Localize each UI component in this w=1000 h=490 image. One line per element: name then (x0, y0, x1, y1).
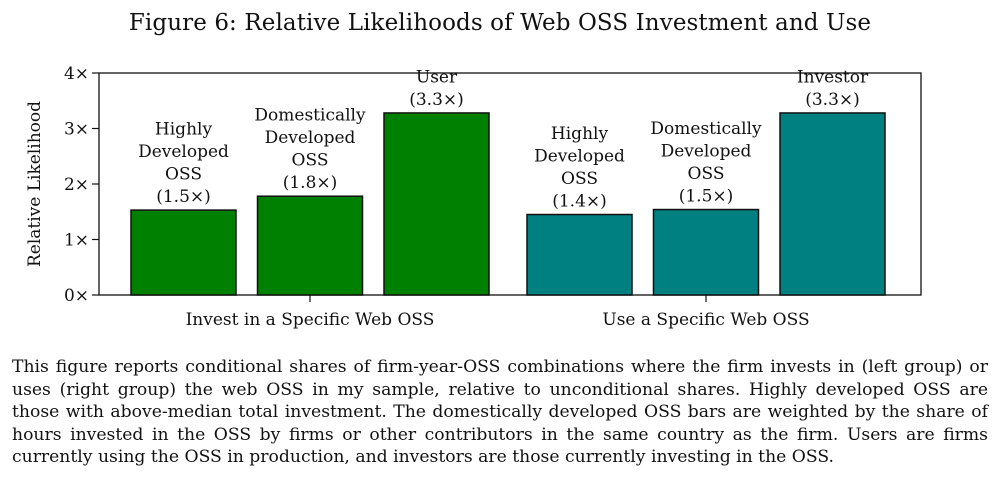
y-axis-label: Relative Likelihood (25, 101, 45, 267)
bar-label-line: (3.3×) (409, 90, 464, 110)
bar-label-line: Domestically (650, 119, 762, 139)
bar-label-line: (1.8×) (283, 173, 338, 193)
bar-label-line: Domestically (254, 106, 366, 126)
y-tick-label: 3× (64, 120, 89, 140)
bar-label-line: (1.4×) (552, 192, 607, 212)
bar-label-line: Developed (138, 142, 229, 162)
bar-label-line: Investor (797, 67, 869, 87)
bar-label-line: OSS (292, 151, 329, 171)
y-tick-label: 2× (64, 175, 89, 195)
bar (779, 112, 886, 296)
bar-label-line: (1.5×) (679, 187, 734, 207)
bar-label-line: Highly (155, 120, 213, 140)
figure-caption: This figure reports conditional shares o… (12, 357, 988, 467)
bar-label-line: (3.3×) (805, 90, 860, 110)
group-label: Invest in a Specific Web OSS (186, 310, 435, 330)
bar-label-line: Developed (661, 142, 752, 162)
bars-layer (130, 112, 886, 296)
bar (652, 208, 760, 296)
y-tick-label: 1× (64, 231, 89, 251)
y-tick-label: 0× (64, 286, 89, 306)
bar-label-line: Highly (551, 124, 609, 144)
bar (130, 209, 237, 296)
y-tick-label: 4× (64, 64, 89, 84)
figure-title: Figure 6: Relative Likelihoods of Web OS… (128, 10, 872, 36)
bar-labels-layer: HighlyDevelopedOSS(1.5×)DomesticallyDeve… (138, 67, 869, 211)
y-axis: 0× 1× 2× 3× 4× (64, 64, 99, 306)
bar-label-line: (1.5×) (156, 187, 211, 207)
x-axis: Invest in a Specific Web OSS Use a Specif… (186, 295, 810, 330)
bar-label-line: User (416, 67, 458, 87)
bar-label-line: Developed (265, 128, 356, 148)
bar-label-line: OSS (165, 165, 202, 185)
bar-label-line: OSS (561, 169, 598, 189)
bar (256, 195, 364, 296)
bar-label-line: OSS (688, 164, 725, 184)
bar (526, 213, 633, 296)
bar-chart: Relative Likelihood 0×1×2×3×4× HighlyDev… (25, 64, 922, 330)
bar-label-line: Developed (534, 147, 625, 167)
bar (383, 112, 490, 296)
group-label: Use a Specific Web OSS (602, 310, 809, 330)
